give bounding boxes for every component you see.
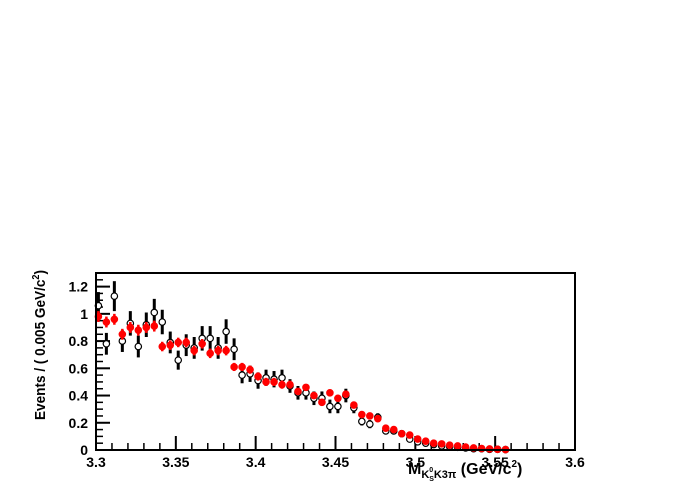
x-axis-label-subsup: 0 xyxy=(429,467,433,474)
x-axis-label-main: M xyxy=(408,461,421,478)
x-tick-label: 3.6 xyxy=(565,454,585,470)
data-point-filled xyxy=(286,380,294,389)
data-point-filled xyxy=(366,412,374,420)
y-axis-tick-labels: 0 0.2 0.4 0.6 0.8 1 1.2 xyxy=(69,279,89,458)
data-point-filled xyxy=(126,323,135,332)
data-point-filled xyxy=(246,365,254,374)
data-point-open xyxy=(110,292,119,300)
x-tick-label: 3.3 xyxy=(86,454,106,470)
data-point-filled xyxy=(318,398,326,407)
data-point-filled xyxy=(413,435,422,443)
series-open-circles xyxy=(94,281,510,454)
data-point-filled xyxy=(350,401,358,409)
data-point-filled xyxy=(166,341,175,349)
plot-frame xyxy=(95,272,576,451)
data-point-open xyxy=(174,356,183,364)
y-tick-label: 0 xyxy=(80,442,88,458)
data-point-open xyxy=(150,308,159,317)
data-point-filled xyxy=(142,323,151,332)
data-point-filled xyxy=(294,387,302,396)
data-point-filled xyxy=(158,342,167,351)
data-point-filled xyxy=(102,318,111,326)
data-point-filled xyxy=(118,330,127,339)
data-point-filled xyxy=(182,338,191,347)
data-point-filled xyxy=(150,322,159,330)
data-point-filled xyxy=(437,440,446,448)
x-axis-label-subsub: S xyxy=(429,476,434,483)
data-point-filled xyxy=(374,414,382,423)
data-point-open xyxy=(278,374,286,382)
data-point-filled xyxy=(421,437,430,445)
data-point-filled xyxy=(445,441,454,450)
data-point-open xyxy=(134,342,143,351)
y-tick-label: 1 xyxy=(80,306,88,322)
data-point-filled xyxy=(254,372,262,381)
data-point-filled xyxy=(174,338,183,347)
data-point-filled xyxy=(262,378,270,386)
data-point-filled xyxy=(342,390,350,398)
y-axis-label: Events / ( 0.005 GeV/c2) xyxy=(31,270,49,420)
x-tick-label: 3.4 xyxy=(246,454,266,470)
data-point-filled xyxy=(134,326,143,334)
data-point-filled xyxy=(198,339,206,348)
data-point-filled xyxy=(389,425,398,434)
data-point-open xyxy=(326,402,334,411)
data-point-filled xyxy=(485,445,494,453)
y-tick-label: 0.4 xyxy=(69,388,89,404)
x-axis-label-subrest: K3π xyxy=(434,469,457,481)
y-tick-label: 1.2 xyxy=(69,279,89,295)
x-tick-label: 3.5 xyxy=(406,454,426,470)
data-point-filled xyxy=(302,383,310,392)
data-point-open xyxy=(366,420,374,428)
y-tick-label: 0.6 xyxy=(69,360,89,376)
x-tick-label: 3.45 xyxy=(322,454,349,470)
data-point-filled xyxy=(326,389,334,397)
data-point-open xyxy=(102,339,111,348)
data-point-filled xyxy=(453,442,462,450)
x-tick-label: 3.55 xyxy=(482,454,509,470)
data-point-filled xyxy=(270,378,278,386)
data-point-open xyxy=(158,318,167,326)
x-axis-label: MK0 SK3π (GeV/c2) xyxy=(408,459,522,483)
data-point-filled xyxy=(397,429,406,438)
y-axis-label-sup: 2 xyxy=(31,274,42,279)
x-axis-label-units-sup: 2 xyxy=(511,459,517,470)
data-point-open xyxy=(222,327,230,336)
data-point-filled xyxy=(206,349,214,358)
y-axis-label-main: Events / ( 0.005 GeV/c xyxy=(32,280,49,420)
data-point-filled xyxy=(238,363,246,371)
data-point-filled xyxy=(222,346,230,355)
data-point-open xyxy=(238,371,246,379)
data-point-filled xyxy=(405,431,414,439)
y-axis-label-close: ) xyxy=(32,270,49,275)
data-point-filled xyxy=(334,394,342,403)
series-filled-circles xyxy=(94,311,510,454)
x-tick-label: 3.35 xyxy=(162,454,189,470)
x-axis-tick-labels: 3.3 3.35 3.4 3.45 3.5 3.55 3.6 xyxy=(86,454,585,470)
data-point-open xyxy=(334,402,342,411)
data-point-open xyxy=(206,334,214,343)
data-point-filled xyxy=(358,410,366,419)
x-axis-label-sub: K xyxy=(421,469,429,481)
data-point-filled xyxy=(381,424,390,433)
data-point-filled xyxy=(278,380,286,389)
data-point-filled xyxy=(110,315,119,324)
data-point-filled xyxy=(190,346,198,355)
data-point-open xyxy=(230,345,238,354)
x-axis-label-units-close: ) xyxy=(517,461,522,478)
data-point-filled xyxy=(230,363,238,371)
data-point-filled xyxy=(214,346,222,355)
data-point-open xyxy=(358,417,366,426)
data-point-filled xyxy=(429,439,438,447)
y-tick-label: 0.8 xyxy=(69,333,89,349)
y-tick-label: 0.2 xyxy=(69,415,89,431)
data-point-filled xyxy=(310,391,318,400)
x-axis-label-units: (GeV/c xyxy=(456,461,511,478)
